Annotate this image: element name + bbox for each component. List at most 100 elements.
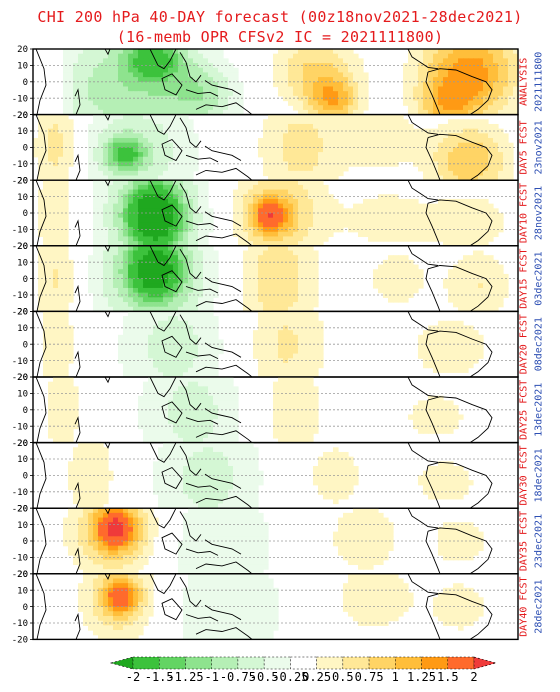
field-cell [293,236,299,242]
field-cell [278,49,284,55]
field-cell [508,170,514,177]
field-cell [198,63,204,69]
field-cell [48,208,54,214]
field-cell [318,320,324,327]
field-cell [443,58,449,64]
field-cell [163,119,169,125]
field-cell [268,353,274,359]
field-cell [208,72,214,78]
field-cell [478,67,484,74]
field-cell [188,273,194,280]
field-cell [358,138,364,144]
field-cell [438,152,444,158]
field-cell [473,203,479,209]
field-cell [408,67,414,74]
field-cell [88,166,94,172]
field-cell [428,339,434,345]
field-cell [343,222,349,228]
field-cell [183,213,189,219]
field-cell [38,203,44,209]
field-cell [468,213,474,219]
field-cell [358,58,364,64]
field-cell [168,377,174,383]
field-cell [58,231,64,238]
field-cell [378,156,384,163]
field-cell [288,152,294,158]
field-cell [373,119,379,125]
field-cell [198,325,204,331]
field-cell [143,58,149,64]
field-cell [473,353,479,359]
field-cell [123,222,129,228]
field-cell [318,63,324,69]
field-cell [103,283,109,289]
field-cell [498,77,504,83]
y-tick-label: 20 [17,242,28,252]
field-cell [373,123,379,130]
field-cell [193,362,199,369]
field-cell [473,100,479,106]
field-cell [373,128,379,134]
field-cell [458,95,464,102]
field-cell [133,231,139,238]
field-cell [283,278,289,284]
field-cell [488,306,494,312]
field-cell [423,156,429,163]
panel-1-date: 2021111800 [534,52,545,112]
field-cell [428,77,434,83]
field-cell [58,334,64,341]
field-cell [403,231,409,238]
field-cell [133,348,139,355]
field-cell [283,241,289,246]
field-cell [338,217,344,223]
field-cell [163,241,169,246]
field-cell [503,72,509,78]
field-cell [403,133,409,139]
field-cell [178,147,184,153]
field-cell [413,53,419,59]
field-cell [323,208,329,214]
field-cell [198,302,204,308]
field-cell [168,353,174,359]
field-cell [123,152,129,158]
field-cell [298,105,304,111]
field-cell [63,287,69,294]
field-cell [438,330,444,336]
field-cell [438,156,444,163]
field-cell [223,100,229,106]
field-cell [278,58,284,64]
field-cell [153,77,159,83]
field-cell [158,63,164,69]
field-cell [93,283,99,289]
field-cell [148,119,154,125]
field-cell [53,391,59,397]
field-cell [268,203,274,209]
field-cell [128,283,134,289]
field-cell [133,67,139,74]
field-cell [448,287,454,294]
field-cell [58,217,64,223]
field-cell [238,91,244,97]
field-cell [248,236,254,242]
field-cell [163,409,169,416]
field-cell [118,264,124,270]
field-cell [228,386,234,392]
field-cell [53,175,59,181]
field-cell [63,353,69,359]
field-cell [298,325,304,331]
field-cell [123,138,129,144]
field-cell [93,231,99,238]
field-cell [208,316,214,322]
field-cell [233,400,239,406]
field-cell [328,213,334,219]
field-cell [198,344,204,350]
field-cell [288,353,294,359]
field-cell [293,67,299,74]
field-cell [273,222,279,228]
coastline [425,71,441,115]
field-cell [303,152,309,158]
field-cell [188,222,194,228]
field-cell [128,184,134,191]
field-cell [273,81,279,88]
field-cell [158,208,164,214]
